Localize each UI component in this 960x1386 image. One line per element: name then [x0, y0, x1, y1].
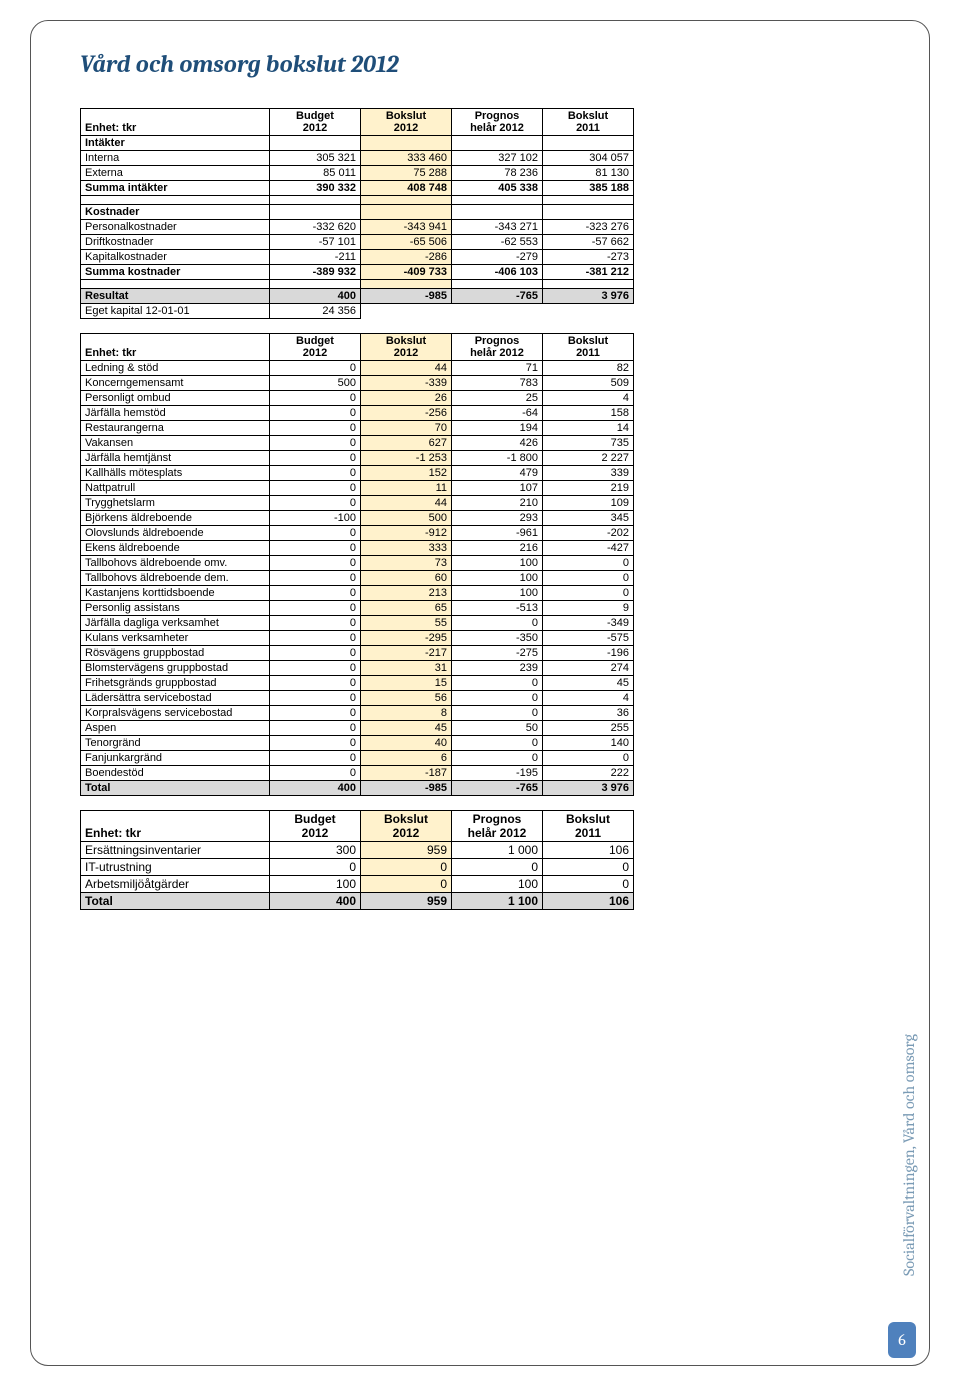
table-row: Järfälla hemstöd0-256-64158 [81, 406, 634, 421]
hdr-budget: Budget2012 [270, 109, 361, 136]
table-row: Nattpatrull011107219 [81, 481, 634, 496]
table-row: Kapitalkostnader-211-286-279-273 [81, 250, 634, 265]
table-row: Ledning & stöd0447182 [81, 361, 634, 376]
table-row: Tallbohovs äldreboende dem.0601000 [81, 571, 634, 586]
table-row: Björkens äldreboende-100500293345 [81, 511, 634, 526]
table-row: Kostnader [81, 205, 634, 220]
hdr-bokslut: Bokslut2012 [361, 109, 452, 136]
table-row: Järfälla dagliga verksamhet0550-349 [81, 616, 634, 631]
table-row: Summa kostnader-389 932-409 733-406 103-… [81, 265, 634, 280]
table-row: Fanjunkargränd0600 [81, 751, 634, 766]
table-row: Total400-985-7653 976 [81, 781, 634, 796]
table-row: Blomstervägens gruppbostad031239274 [81, 661, 634, 676]
table-row: Total4009591 100106 [81, 893, 634, 910]
hdr-bokslut: Bokslut2012 [361, 811, 452, 842]
table-row: Eget kapital 12-01-0124 356 [81, 304, 634, 319]
table-row: Summa intäkter390 332408 748405 338385 1… [81, 181, 634, 196]
hdr-prognos: Prognoshelår 2012 [452, 811, 543, 842]
table-row: Personlig assistans065-5139 [81, 601, 634, 616]
table-row: Olovslunds äldreboende0-912-961-202 [81, 526, 634, 541]
side-label: Socialförvaltningen, Vård och omsorg [900, 1034, 918, 1276]
hdr-budget: Budget2012 [270, 334, 361, 361]
table-row: Vakansen0627426735 [81, 436, 634, 451]
table-row: Ekens äldreboende0333216-427 [81, 541, 634, 556]
table-row: Lädersättra servicebostad05604 [81, 691, 634, 706]
hdr-unit: Enhet: tkr [81, 811, 270, 842]
table-row: Resultat400-985-7653 976 [81, 289, 634, 304]
table-row: Externa85 01175 28878 23681 130 [81, 166, 634, 181]
detail-table: Enhet: tkr Budget2012 Bokslut2012 Progno… [80, 333, 634, 796]
table-row: Frihetsgränds gruppbostad015045 [81, 676, 634, 691]
summary-table: Enhet: tkr Budget2012 Bokslut2012 Progno… [80, 108, 634, 319]
hdr-prognos: Prognoshelår 2012 [452, 109, 543, 136]
table-row: Kallhälls mötesplats0152479339 [81, 466, 634, 481]
table-row: Driftkostnader-57 101-65 506-62 553-57 6… [81, 235, 634, 250]
table-row: Arbetsmiljöåtgärder10001000 [81, 876, 634, 893]
table-row: Personligt ombud026254 [81, 391, 634, 406]
page-title: Vård och omsorg bokslut 2012 [80, 50, 880, 78]
table-row: Intäkter [81, 136, 634, 151]
hdr-bokslut11: Bokslut2011 [543, 811, 634, 842]
table-row: Aspen04550255 [81, 721, 634, 736]
table-row: Koncerngemensamt500-339783509 [81, 376, 634, 391]
hdr-budget: Budget2012 [270, 811, 361, 842]
table-row: Restaurangerna07019414 [81, 421, 634, 436]
table-row: IT-utrustning0000 [81, 859, 634, 876]
table-row: Boendestöd0-187-195222 [81, 766, 634, 781]
page-number-badge: 6 [888, 1322, 916, 1358]
hdr-bokslut: Bokslut2012 [361, 334, 452, 361]
table-row: Personalkostnader-332 620-343 941-343 27… [81, 220, 634, 235]
hdr-unit: Enhet: tkr [81, 109, 270, 136]
table-row: Trygghetslarm044210109 [81, 496, 634, 511]
hdr-prognos: Prognoshelår 2012 [452, 334, 543, 361]
hdr-bokslut11: Bokslut2011 [543, 109, 634, 136]
table-row: Kastanjens korttidsboende02131000 [81, 586, 634, 601]
table-row: Tenorgränd0400140 [81, 736, 634, 751]
table-row: Rösvägens gruppbostad0-217-275-196 [81, 646, 634, 661]
hdr-bokslut11: Bokslut2011 [543, 334, 634, 361]
table-row: Järfälla hemtjänst0-1 253-1 8002 227 [81, 451, 634, 466]
invest-table: Enhet: tkr Budget2012 Bokslut2012 Progno… [80, 810, 634, 910]
table-row: Korpralsvägens servicebostad08036 [81, 706, 634, 721]
table-row: Interna305 321333 460327 102304 057 [81, 151, 634, 166]
table-row: Ersättningsinventarier3009591 000106 [81, 842, 634, 859]
table-row: Kulans verksamheter0-295-350-575 [81, 631, 634, 646]
table-row: Tallbohovs äldreboende omv.0731000 [81, 556, 634, 571]
hdr-unit: Enhet: tkr [81, 334, 270, 361]
